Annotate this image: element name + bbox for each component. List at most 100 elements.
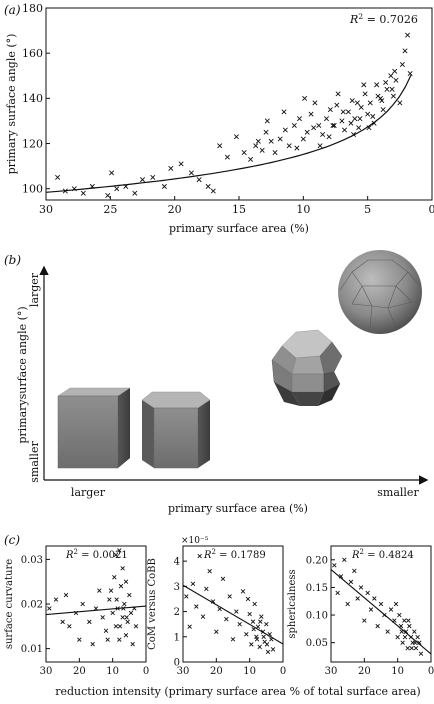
a-point [265, 119, 269, 123]
b-y-top: larger [28, 272, 41, 307]
a-point [106, 193, 110, 197]
c2-point [259, 615, 263, 619]
c2-point [214, 630, 218, 634]
a-point [273, 150, 277, 154]
c1-point [117, 638, 121, 642]
c1-point [106, 638, 110, 642]
a-point [151, 175, 155, 179]
c1-ytick-label: 0.01 [21, 644, 43, 655]
c3-point [359, 586, 363, 590]
c3-ytick-label: 0.05 [306, 638, 328, 649]
a-point [218, 144, 222, 148]
c1-point [134, 624, 138, 628]
c3-point [369, 608, 373, 612]
c3-point [407, 624, 411, 628]
c1-point [121, 615, 125, 619]
panel-c: (c) reduction intensity (primary surface… [0, 530, 434, 700]
c2-point [248, 612, 252, 616]
c3-point [403, 635, 407, 639]
c3-ytick-label: 0.10 [306, 611, 328, 622]
c3-ytick-label: 0.15 [306, 583, 328, 594]
a-point [324, 116, 328, 120]
c1-point [124, 580, 128, 584]
c3-point [362, 619, 366, 623]
c2-point [244, 632, 248, 636]
c1-ytick-label: 0.02 [21, 600, 43, 611]
c1-point [104, 629, 108, 633]
a-point [169, 166, 173, 170]
a-xtick-label: 0 [429, 203, 434, 216]
b-x-left: larger [71, 486, 106, 499]
c2-xtick-label: 20 [210, 666, 223, 677]
a-point [383, 80, 387, 84]
a-xtick-label: 10 [296, 203, 310, 216]
c3-xtick-label: 0 [428, 666, 434, 677]
a-point [390, 87, 394, 91]
a-point [327, 135, 331, 139]
c3-point [349, 580, 353, 584]
shape-diagram: (b) primarysurface angle (°) larger smal… [0, 250, 434, 530]
c2-point [264, 622, 268, 626]
c2-point [188, 625, 192, 629]
c1-ytick-label: 0.03 [21, 555, 43, 566]
panel-a-label: (a) [4, 3, 21, 17]
a-point [356, 126, 360, 130]
c1-point [121, 566, 125, 570]
c1-point [126, 620, 130, 624]
c2-ymultiplier: ×10⁻⁵ [181, 536, 209, 546]
c2-point [238, 622, 242, 626]
a-point [234, 135, 238, 139]
a-point [340, 119, 344, 123]
a-point [353, 116, 357, 120]
a-ytick-label: 120 [22, 137, 43, 150]
c1-xtick-label: 0 [143, 666, 149, 677]
c2-point [194, 605, 198, 609]
a-point [389, 74, 393, 78]
c3-point [346, 602, 350, 606]
a-fit-curve [46, 74, 411, 192]
c2-plot-frame [183, 546, 283, 662]
a-xtick-label: 15 [232, 203, 246, 216]
c2-point [204, 587, 208, 591]
c3-xtick-label: 10 [391, 666, 404, 677]
a-xtick-label: 20 [168, 203, 182, 216]
a-point [398, 101, 402, 105]
c2-ytick-label: 0 [174, 658, 180, 669]
a-point [313, 101, 317, 105]
c3-point [342, 558, 346, 562]
a-point [211, 189, 215, 193]
c1-point [124, 633, 128, 637]
c3-point [402, 619, 406, 623]
c2-annotation: R2 = 0.1789 [203, 548, 266, 561]
c2-point [262, 635, 266, 639]
c2-ytick-label: 3 [174, 582, 180, 593]
a-point [394, 78, 398, 82]
c1-point [125, 615, 129, 619]
c3-point [366, 591, 370, 595]
c1-point [97, 589, 101, 593]
c3-point [332, 563, 336, 567]
c2-point [221, 577, 225, 581]
a-point [341, 110, 345, 114]
a-point [248, 157, 252, 161]
c2-ylabel: CoM versus CoBB [147, 558, 158, 650]
b-x-right: smaller [377, 486, 419, 499]
a-point [55, 175, 59, 179]
c1-point [77, 638, 81, 642]
c3-point [410, 646, 414, 650]
a-point [297, 116, 301, 120]
c2-point [271, 647, 275, 651]
c1-point [112, 575, 116, 579]
a-point [311, 126, 315, 130]
a-point [342, 128, 346, 132]
c2-point [265, 642, 269, 646]
prism-shape [58, 388, 130, 468]
b-y-label: primarysurface angle (°) [16, 306, 29, 443]
a-point [336, 92, 340, 96]
a-point [405, 33, 409, 37]
c3-point [419, 652, 423, 656]
a-ytick-label: 100 [22, 183, 43, 196]
c2-point [258, 645, 262, 649]
c3-point [379, 602, 383, 606]
